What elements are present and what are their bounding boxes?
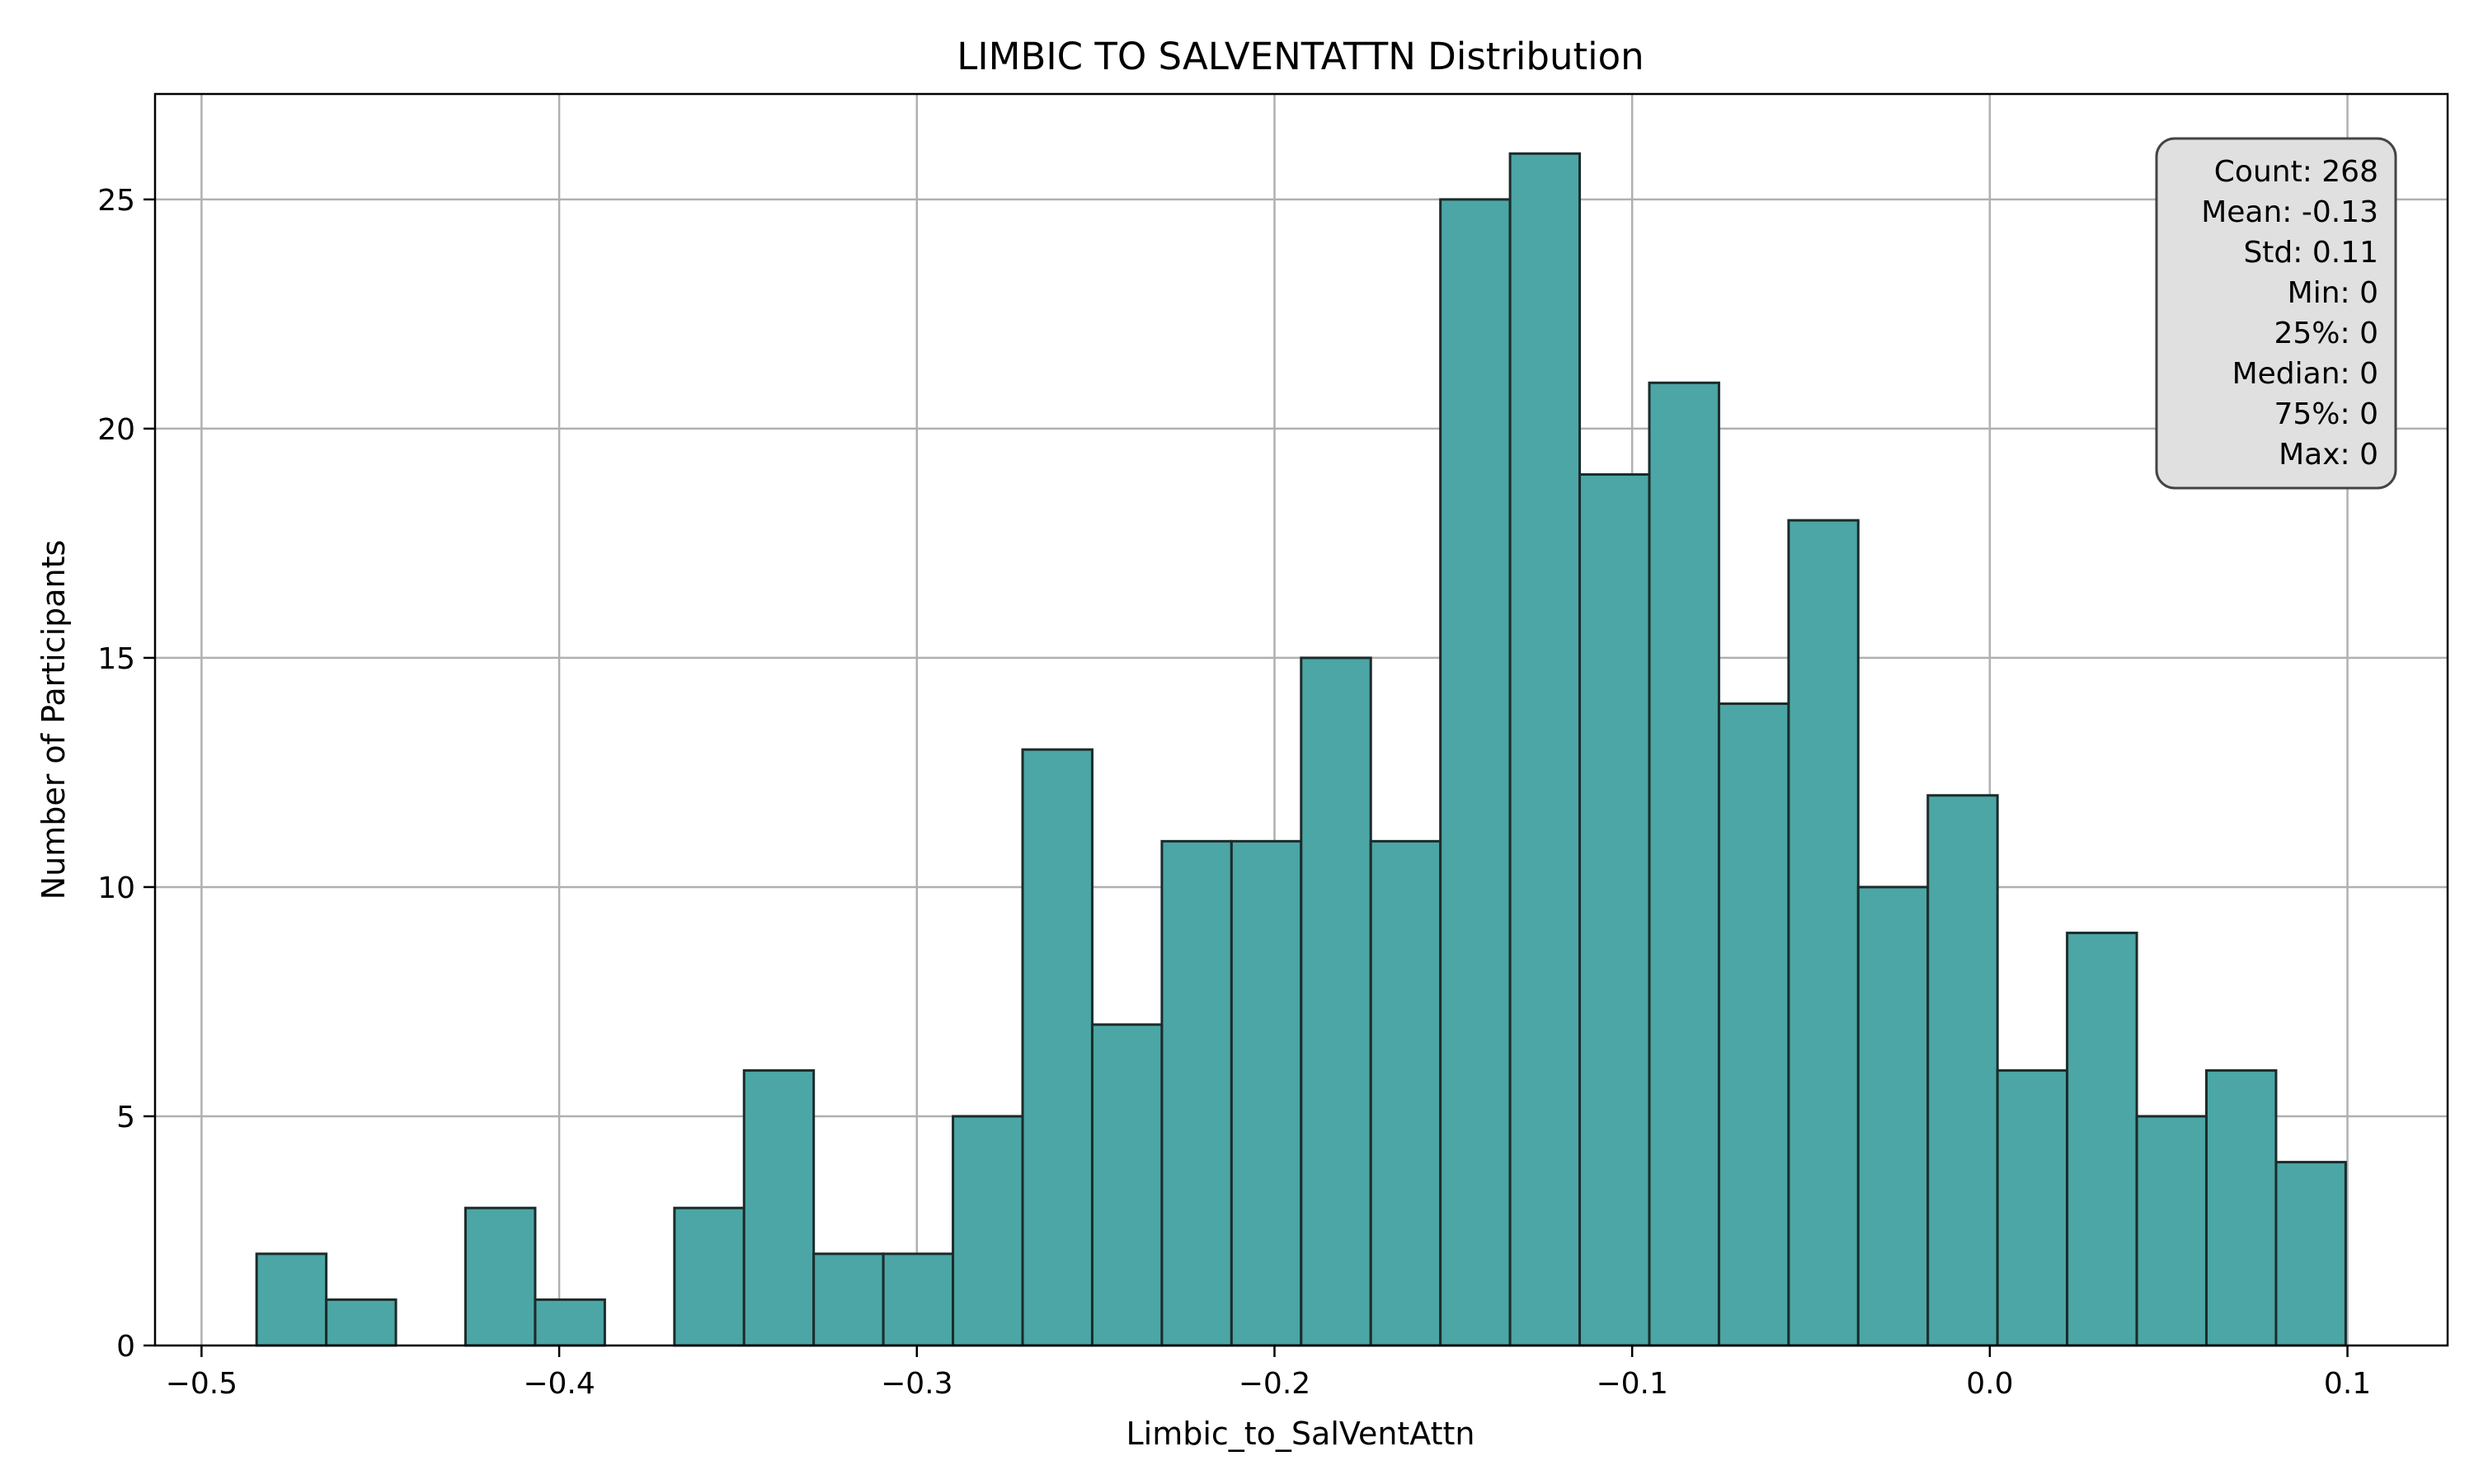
stats-line-0: Count: 268 <box>2214 155 2378 189</box>
histogram-bar-1 <box>325 1298 397 1347</box>
histogram-bar-25 <box>1996 1068 2069 1347</box>
chart-title: LIMBIC TO SALVENTATTN Distribution <box>957 35 1644 78</box>
histogram-bar-20 <box>1648 381 1720 1347</box>
stats-box-background <box>2155 137 2397 490</box>
stats-line-2: Std: 0.11 <box>2243 236 2378 270</box>
y-tick-label-1: 5 <box>116 1101 135 1134</box>
histogram-bar-26 <box>2066 932 2138 1347</box>
histogram-bar-18 <box>1508 152 1582 1347</box>
y-tick-label-5: 25 <box>97 184 135 218</box>
histogram-bar-7 <box>742 1068 816 1347</box>
stats-line-1: Mean: -0.13 <box>2201 195 2378 229</box>
y-tick-label-2: 10 <box>97 871 135 905</box>
histogram-bar-10 <box>952 1115 1024 1347</box>
histogram-bar-21 <box>1717 702 1790 1347</box>
y-axis-ticks: 0 5 10 15 20 25 <box>97 184 155 1364</box>
histogram-bar-8 <box>812 1252 885 1347</box>
histogram-bar-3 <box>463 1206 537 1347</box>
histogram-bar-16 <box>1369 839 1442 1347</box>
x-tick-label-1: −0.4 <box>523 1367 595 1401</box>
histogram-bar-14 <box>1230 839 1303 1347</box>
x-tick-label-4: −0.1 <box>1596 1367 1667 1401</box>
histogram-bar-22 <box>1787 519 1860 1347</box>
x-tick-label-2: −0.3 <box>881 1367 952 1401</box>
histogram-bar-4 <box>534 1298 606 1347</box>
x-axis-ticks: −0.5 −0.4 −0.3 −0.2 −0.1 0.0 0.1 <box>166 1345 2371 1401</box>
x-tick-label-6: 0.1 <box>2324 1367 2371 1401</box>
x-tick-label-3: −0.2 <box>1239 1367 1310 1401</box>
histogram-bars <box>255 152 2347 1347</box>
histogram-bar-12 <box>1090 1023 1164 1347</box>
histogram-bar-15 <box>1300 656 1372 1347</box>
stats-line-7: Max: 0 <box>2279 438 2378 472</box>
histogram-bar-19 <box>1578 473 1651 1347</box>
y-tick-label-4: 20 <box>97 413 135 447</box>
histogram-bar-11 <box>1021 748 1094 1347</box>
histogram-bar-24 <box>1926 794 1999 1347</box>
y-axis-label: Number of Participants <box>35 540 72 900</box>
x-tick-label-5: 0.0 <box>1966 1367 2013 1401</box>
stats-line-4: 25%: 0 <box>2274 317 2379 350</box>
histogram-bar-17 <box>1439 198 1512 1347</box>
x-axis-label: Limbic_to_SalVentAttn <box>1126 1416 1475 1452</box>
histogram-bar-6 <box>673 1206 745 1347</box>
stats-line-5: Median: 0 <box>2232 357 2378 391</box>
histogram-bar-23 <box>1856 885 1930 1347</box>
histogram-bar-0 <box>255 1252 328 1347</box>
y-tick-label-0: 0 <box>116 1330 135 1364</box>
y-tick-label-3: 15 <box>97 642 135 676</box>
plot-frame <box>153 92 2449 1347</box>
stats-box: Count: 268 Mean: -0.13 Std: 0.11 Min: 0 25%:… <box>2155 137 2397 490</box>
stats-line-3: Min: 0 <box>2288 276 2378 310</box>
x-tick-label-0: −0.5 <box>166 1367 238 1401</box>
histogram-bar-13 <box>1160 839 1233 1347</box>
histogram-bar-27 <box>2135 1115 2208 1347</box>
histogram-bar-29 <box>2274 1161 2347 1347</box>
histogram-bar-28 <box>2205 1068 2278 1347</box>
stats-line-6: 75%: 0 <box>2274 397 2379 431</box>
histogram-bar-9 <box>882 1252 955 1347</box>
